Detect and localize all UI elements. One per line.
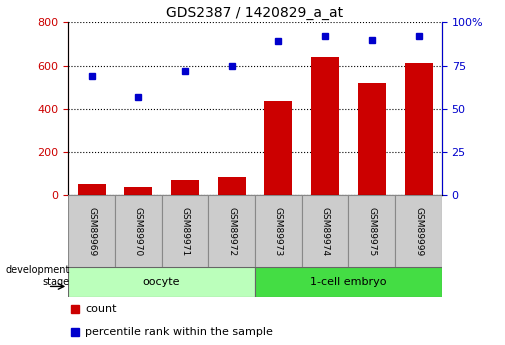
Bar — [348, 195, 395, 267]
Title: GDS2387 / 1420829_a_at: GDS2387 / 1420829_a_at — [167, 6, 343, 20]
Bar — [405, 63, 432, 195]
Text: GSM89972: GSM89972 — [227, 207, 236, 256]
Bar — [358, 83, 386, 195]
Bar — [171, 180, 199, 195]
Text: GSM89974: GSM89974 — [321, 207, 330, 256]
Bar — [255, 195, 302, 267]
Text: development stage: development stage — [6, 265, 70, 287]
Text: count: count — [85, 304, 117, 314]
Bar — [302, 195, 348, 267]
Text: GSM89999: GSM89999 — [414, 207, 423, 256]
Bar — [124, 187, 153, 195]
Bar — [265, 101, 292, 195]
Bar — [311, 57, 339, 195]
Text: GSM89969: GSM89969 — [87, 207, 96, 256]
Bar — [218, 177, 246, 195]
Bar — [162, 195, 209, 267]
Text: GSM89975: GSM89975 — [367, 207, 376, 256]
Bar — [68, 195, 115, 267]
Bar — [208, 195, 255, 267]
Text: 1-cell embryo: 1-cell embryo — [310, 277, 387, 287]
Bar — [255, 267, 442, 297]
Text: oocyte: oocyte — [143, 277, 180, 287]
Bar — [68, 267, 255, 297]
Bar — [115, 195, 162, 267]
Text: GSM89970: GSM89970 — [134, 207, 143, 256]
Text: percentile rank within the sample: percentile rank within the sample — [85, 327, 273, 337]
Bar — [78, 184, 106, 195]
Text: GSM89973: GSM89973 — [274, 207, 283, 256]
Text: GSM89971: GSM89971 — [180, 207, 189, 256]
Bar — [395, 195, 442, 267]
